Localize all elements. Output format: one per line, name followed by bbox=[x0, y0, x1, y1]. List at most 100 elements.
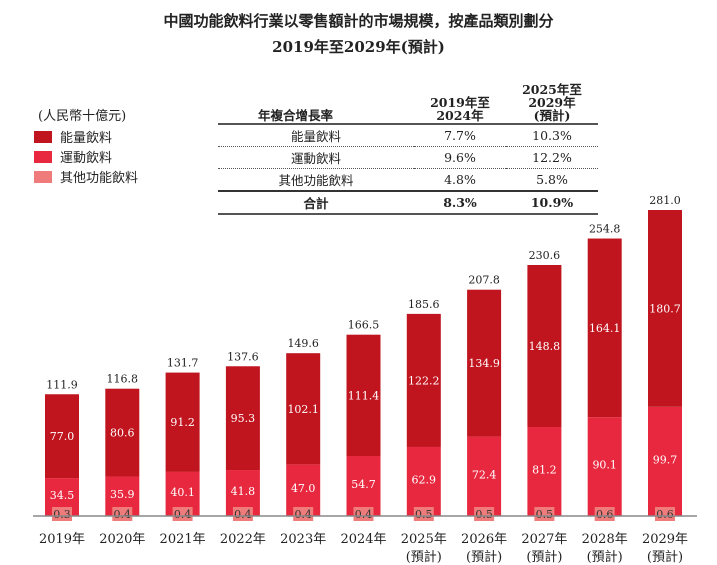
table-total-row: 合計 8.3% 10.9% bbox=[218, 190, 598, 215]
x-tick-sublabel: (預計) bbox=[526, 549, 562, 565]
cell: 9.6% bbox=[414, 146, 506, 169]
label-total: 131.7 bbox=[167, 357, 199, 370]
label-other: 0.4 bbox=[355, 508, 373, 521]
bar-energy bbox=[165, 372, 200, 472]
cell: 7.7% bbox=[414, 124, 506, 147]
label-sports: 62.9 bbox=[412, 473, 437, 486]
cell: 8.3% bbox=[414, 190, 506, 215]
bar-energy bbox=[286, 353, 321, 465]
x-tick-label: 2029年 bbox=[642, 532, 688, 547]
legend-swatch bbox=[34, 170, 52, 183]
label-other: 0.4 bbox=[234, 508, 252, 521]
bar-sports bbox=[346, 455, 381, 516]
bar-other bbox=[413, 507, 434, 521]
bar-other bbox=[534, 507, 555, 521]
bar-other bbox=[353, 507, 374, 521]
cell: 10.3% bbox=[506, 124, 598, 147]
x-tick-label: 2027年 bbox=[521, 532, 567, 547]
table-row: 能量飲料 7.7% 10.3% bbox=[218, 124, 598, 147]
x-tick-sublabel: (預計) bbox=[466, 549, 502, 565]
label-sports: 90.1 bbox=[592, 459, 617, 472]
label-total: 281.0 bbox=[649, 194, 681, 207]
label-total: 254.8 bbox=[589, 223, 621, 236]
legend-energy: 能量飲料 bbox=[34, 127, 112, 146]
x-tick-label: 2019年 bbox=[39, 532, 85, 547]
label-energy: 91.2 bbox=[170, 416, 195, 429]
label-energy: 180.7 bbox=[649, 302, 681, 315]
label-other: 0.3 bbox=[53, 508, 71, 521]
label-total: 149.6 bbox=[287, 337, 319, 350]
x-tick-label: 2022年 bbox=[220, 532, 266, 547]
label-total: 166.5 bbox=[348, 319, 380, 332]
x-tick-label: 2025年 bbox=[401, 532, 447, 547]
x-tick-sublabel: (預計) bbox=[406, 549, 442, 565]
bar-energy bbox=[346, 334, 381, 456]
bar-other bbox=[112, 507, 133, 521]
cell: 其他功能飲料 bbox=[278, 173, 354, 188]
legend-label: 其他功能飲料 bbox=[60, 171, 139, 186]
bar-sports bbox=[648, 406, 682, 516]
label-total: 116.8 bbox=[107, 373, 139, 386]
label-energy: 77.0 bbox=[50, 430, 75, 443]
period2-header: 2025年至 2029年 (預計) bbox=[506, 82, 598, 125]
bar-energy bbox=[467, 289, 502, 437]
label-total: 230.6 bbox=[529, 249, 561, 262]
x-tick-sublabel: (預計) bbox=[587, 549, 623, 565]
label-total: 137.6 bbox=[227, 350, 259, 363]
chart-title: 中國功能飲料行業以零售額計的市場規模，按產品類別劃分 bbox=[163, 12, 554, 30]
bar-energy bbox=[45, 394, 79, 479]
cell: 10.9% bbox=[506, 190, 598, 215]
x-tick-sublabel: (預計) bbox=[647, 549, 683, 565]
bar-energy bbox=[225, 366, 260, 471]
label-other: 0.5 bbox=[475, 508, 493, 521]
unit-label: (人民幣十億元) bbox=[38, 109, 127, 124]
cell: 運動飲料 bbox=[218, 146, 414, 169]
chart-subtitle: 2019年至2029年(預計) bbox=[272, 38, 445, 56]
legend-sports: 運動飲料 bbox=[34, 147, 112, 166]
label-other: 0.4 bbox=[174, 508, 192, 521]
cagr-table: 年複合增長率 2019年至 2024年 2025年至 2029年 (預計) 能量飲料… bbox=[218, 82, 598, 215]
legend-swatch bbox=[34, 150, 52, 163]
label-other: 0.4 bbox=[114, 508, 132, 521]
legend-label: 能量飲料 bbox=[60, 131, 113, 146]
bar-energy bbox=[527, 264, 562, 428]
label-sports: 47.0 bbox=[291, 482, 316, 495]
legend-other: 其他功能飲料 bbox=[34, 167, 138, 186]
x-tick-label: 2023年 bbox=[280, 532, 326, 547]
label-energy: 134.9 bbox=[468, 357, 500, 370]
bar-other bbox=[52, 507, 72, 521]
period1-header: 2019年至 2024年 bbox=[414, 82, 506, 125]
bar-other bbox=[594, 507, 615, 521]
label-other: 0.6 bbox=[656, 508, 674, 521]
bar-sports bbox=[467, 436, 502, 516]
bar-energy bbox=[648, 210, 682, 407]
label-energy: 122.2 bbox=[408, 374, 440, 387]
table-row: 其他功能飲料 4.8% 5.8% bbox=[218, 169, 598, 192]
label-total: 111.9 bbox=[46, 378, 78, 391]
label-total: 185.6 bbox=[408, 298, 440, 311]
bar-energy bbox=[105, 388, 140, 477]
legend-swatch bbox=[34, 130, 52, 143]
label-energy: 102.1 bbox=[287, 403, 319, 416]
bar-other bbox=[474, 507, 495, 521]
x-tick-label: 2020年 bbox=[99, 532, 145, 547]
x-tick-label: 2026年 bbox=[461, 532, 507, 547]
bar-other bbox=[655, 507, 675, 521]
cell: 12.2% bbox=[506, 146, 598, 169]
bar-sports bbox=[527, 427, 562, 516]
bar-sports bbox=[587, 417, 622, 516]
label-sports: 34.5 bbox=[50, 489, 75, 502]
label-energy: 164.1 bbox=[589, 322, 621, 335]
cell: 能量飲料 bbox=[218, 124, 414, 147]
label-other: 0.5 bbox=[536, 508, 554, 521]
cagr-header: 年複合增長率 bbox=[218, 82, 414, 125]
bar-energy bbox=[406, 313, 441, 447]
label-total: 207.8 bbox=[468, 274, 500, 287]
label-energy: 111.4 bbox=[348, 389, 380, 402]
label-sports: 99.7 bbox=[653, 453, 678, 466]
label-energy: 80.6 bbox=[110, 427, 135, 440]
label-other: 0.5 bbox=[415, 508, 433, 521]
label-sports: 40.1 bbox=[170, 486, 195, 499]
table-row: 運動飲料 9.6% 12.2% bbox=[218, 146, 598, 169]
